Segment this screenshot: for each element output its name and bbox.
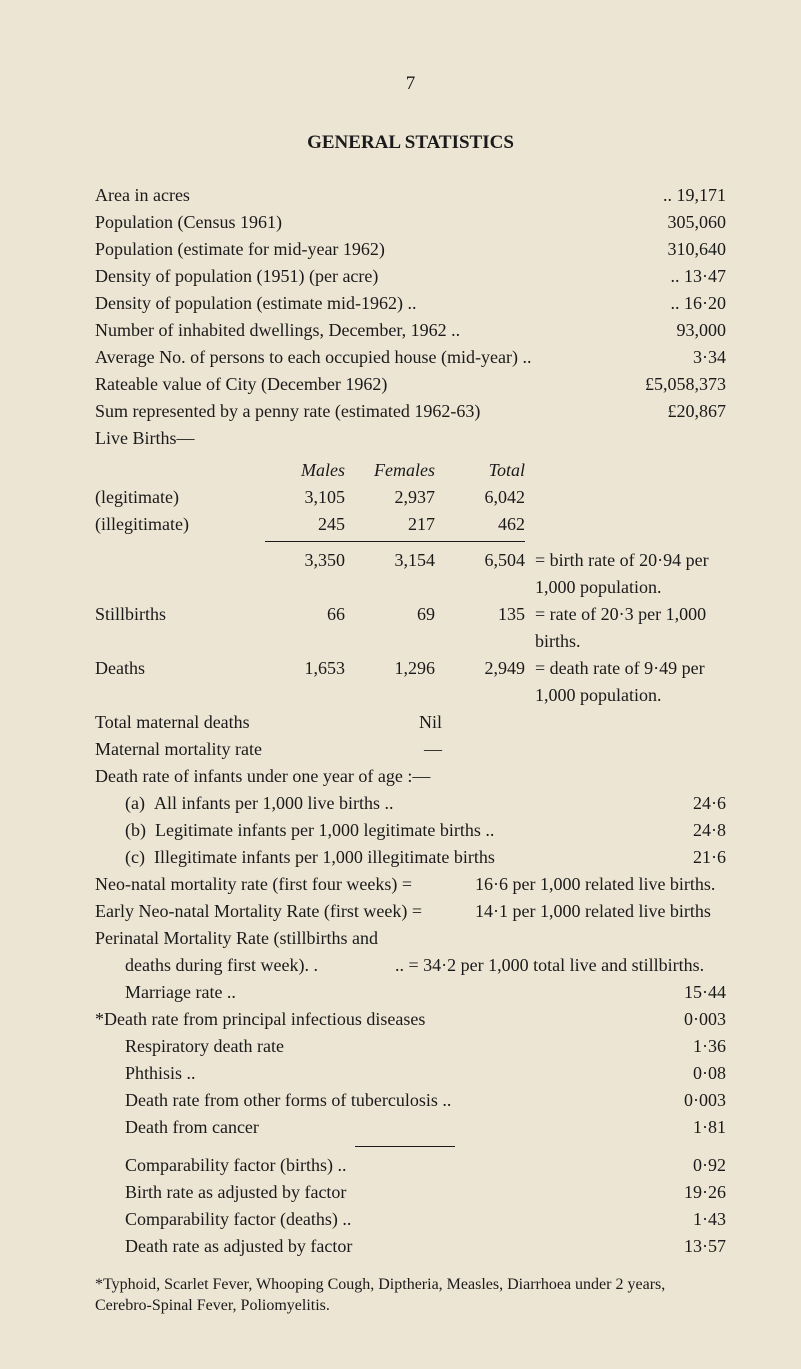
maternal-deaths-label: Total maternal deaths — [95, 709, 250, 736]
rate-label: Death rate as adjusted by factor — [125, 1233, 352, 1260]
cell: 3,105 — [265, 484, 355, 511]
stat-label: Sum represented by a penny rate (estimat… — [95, 398, 480, 425]
letter: (b) — [125, 817, 146, 844]
cell: 2,937 — [355, 484, 445, 511]
stats-block: Area in acres .. 19,171 Population (Censu… — [95, 182, 726, 425]
cell: 6,504 — [445, 547, 535, 601]
col-header: Males — [265, 457, 355, 484]
stat-value: £5,058,373 — [645, 371, 726, 398]
stat-value: .. 16·20 — [671, 290, 727, 317]
early-neo-right: 14·1 per 1,000 related live births — [475, 898, 726, 925]
stat-label: Area in acres — [95, 182, 190, 209]
cell: 3,350 — [265, 547, 355, 601]
stat-value: 3·34 — [693, 344, 726, 371]
rate-label: Respiratory death rate — [125, 1033, 284, 1060]
stat-label: Average No. of persons to each occupied … — [95, 344, 532, 371]
rate-value: 13·57 — [684, 1233, 726, 1260]
rate-label: Illegitimate infants per 1,000 illegitim… — [154, 844, 495, 871]
cell: 6,042 — [445, 484, 535, 511]
rate-label: Marriage rate .. — [125, 979, 236, 1006]
rate-value: 15·44 — [684, 979, 726, 1006]
rate-label: Death rate from other forms of tuberculo… — [125, 1087, 451, 1114]
row-label: Deaths — [95, 655, 265, 709]
early-neo-left: Early Neo-natal Mortality Rate (first we… — [95, 898, 475, 925]
rate-value: 1·81 — [693, 1114, 726, 1141]
rate-label: Phthisis .. — [125, 1060, 196, 1087]
cell: 135 — [445, 601, 535, 655]
stat-value: 310,640 — [668, 236, 727, 263]
rate-value: 19·26 — [684, 1179, 726, 1206]
footnote: *Typhoid, Scarlet Fever, Whooping Cough,… — [95, 1275, 726, 1317]
rate-label: Birth rate as adjusted by factor — [125, 1179, 346, 1206]
birth-table: Males Females Total (legitimate) 3,105 2… — [95, 457, 726, 709]
stat-label: Density of population (1951) (per acre) — [95, 263, 378, 290]
cell: 462 — [445, 511, 535, 538]
cell-eq: = rate of 20·3 per 1,000 births. — [535, 601, 726, 655]
cell: 2,949 — [445, 655, 535, 709]
maternal-mortality-label: Maternal mortality rate — [95, 736, 262, 763]
stat-label: Population (estimate for mid-year 1962) — [95, 236, 385, 263]
perinatal-line2-left: deaths during first week). . — [95, 952, 395, 979]
cell: 3,154 — [355, 547, 445, 601]
rate-value: 0·08 — [693, 1060, 726, 1087]
rate-value: 0·003 — [684, 1087, 726, 1114]
rate-value: 24·6 — [693, 790, 726, 817]
stat-label: Rateable value of City (December 1962) — [95, 371, 387, 398]
rate-value: 0·003 — [684, 1006, 726, 1033]
cell: 217 — [355, 511, 445, 538]
stat-value: £20,867 — [668, 398, 727, 425]
stat-label: Population (Census 1961) — [95, 209, 282, 236]
rate-value: 1·43 — [693, 1206, 726, 1233]
stat-value: 305,060 — [668, 209, 727, 236]
cell: 66 — [265, 601, 355, 655]
rate-label: Comparability factor (births) .. — [125, 1152, 346, 1179]
rate-value: 1·36 — [693, 1033, 726, 1060]
rate-label: Legitimate infants per 1,000 legitimate … — [155, 817, 494, 844]
perinatal-line2-right: .. = 34·2 per 1,000 total live and still… — [395, 952, 726, 979]
cell: 245 — [265, 511, 355, 538]
maternal-deaths-value: Nil — [419, 709, 442, 736]
stat-value: .. 13·47 — [671, 263, 727, 290]
stat-value: .. 19,171 — [663, 182, 726, 209]
neo-natal-left: Neo-natal mortality rate (first four wee… — [95, 871, 475, 898]
rate-value: 0·92 — [693, 1152, 726, 1179]
infant-death-header: Death rate of infants under one year of … — [95, 763, 726, 790]
letter: (a) — [125, 790, 145, 817]
cell: 1,653 — [265, 655, 355, 709]
perinatal-line1: Perinatal Mortality Rate (stillbirths an… — [95, 925, 726, 952]
letter: (c) — [125, 844, 145, 871]
page-heading: GENERAL STATISTICS — [95, 129, 726, 158]
rate-label: Death from cancer — [125, 1114, 259, 1141]
cell: 1,296 — [355, 655, 445, 709]
col-header: Females — [355, 457, 445, 484]
row-label — [95, 547, 265, 601]
page-number: 7 — [95, 70, 726, 99]
live-births-label: Live Births— — [95, 425, 726, 452]
rate-label: Comparability factor (deaths) .. — [125, 1206, 351, 1233]
cell: 69 — [355, 601, 445, 655]
maternal-mortality-value: — — [424, 736, 442, 763]
stat-label: Density of population (estimate mid-1962… — [95, 290, 416, 317]
cell-eq: = birth rate of 20·94 per 1,000 populati… — [535, 547, 726, 601]
rate-value: 24·8 — [693, 817, 726, 844]
row-label: (illegitimate) — [95, 511, 265, 538]
row-label: Stillbirths — [95, 601, 265, 655]
rate-label: All infants per 1,000 live births .. — [154, 790, 393, 817]
col-header: Total — [445, 457, 535, 484]
cell-eq: = death rate of 9·49 per 1,000 populatio… — [535, 655, 726, 709]
stat-label: Number of inhabited dwellings, December,… — [95, 317, 460, 344]
neo-natal-right: 16·6 per 1,000 related live births. — [475, 871, 726, 898]
rate-label: *Death rate from principal infectious di… — [95, 1006, 425, 1033]
rate-value: 21·6 — [693, 844, 726, 871]
stat-value: 93,000 — [677, 317, 727, 344]
row-label: (legitimate) — [95, 484, 265, 511]
